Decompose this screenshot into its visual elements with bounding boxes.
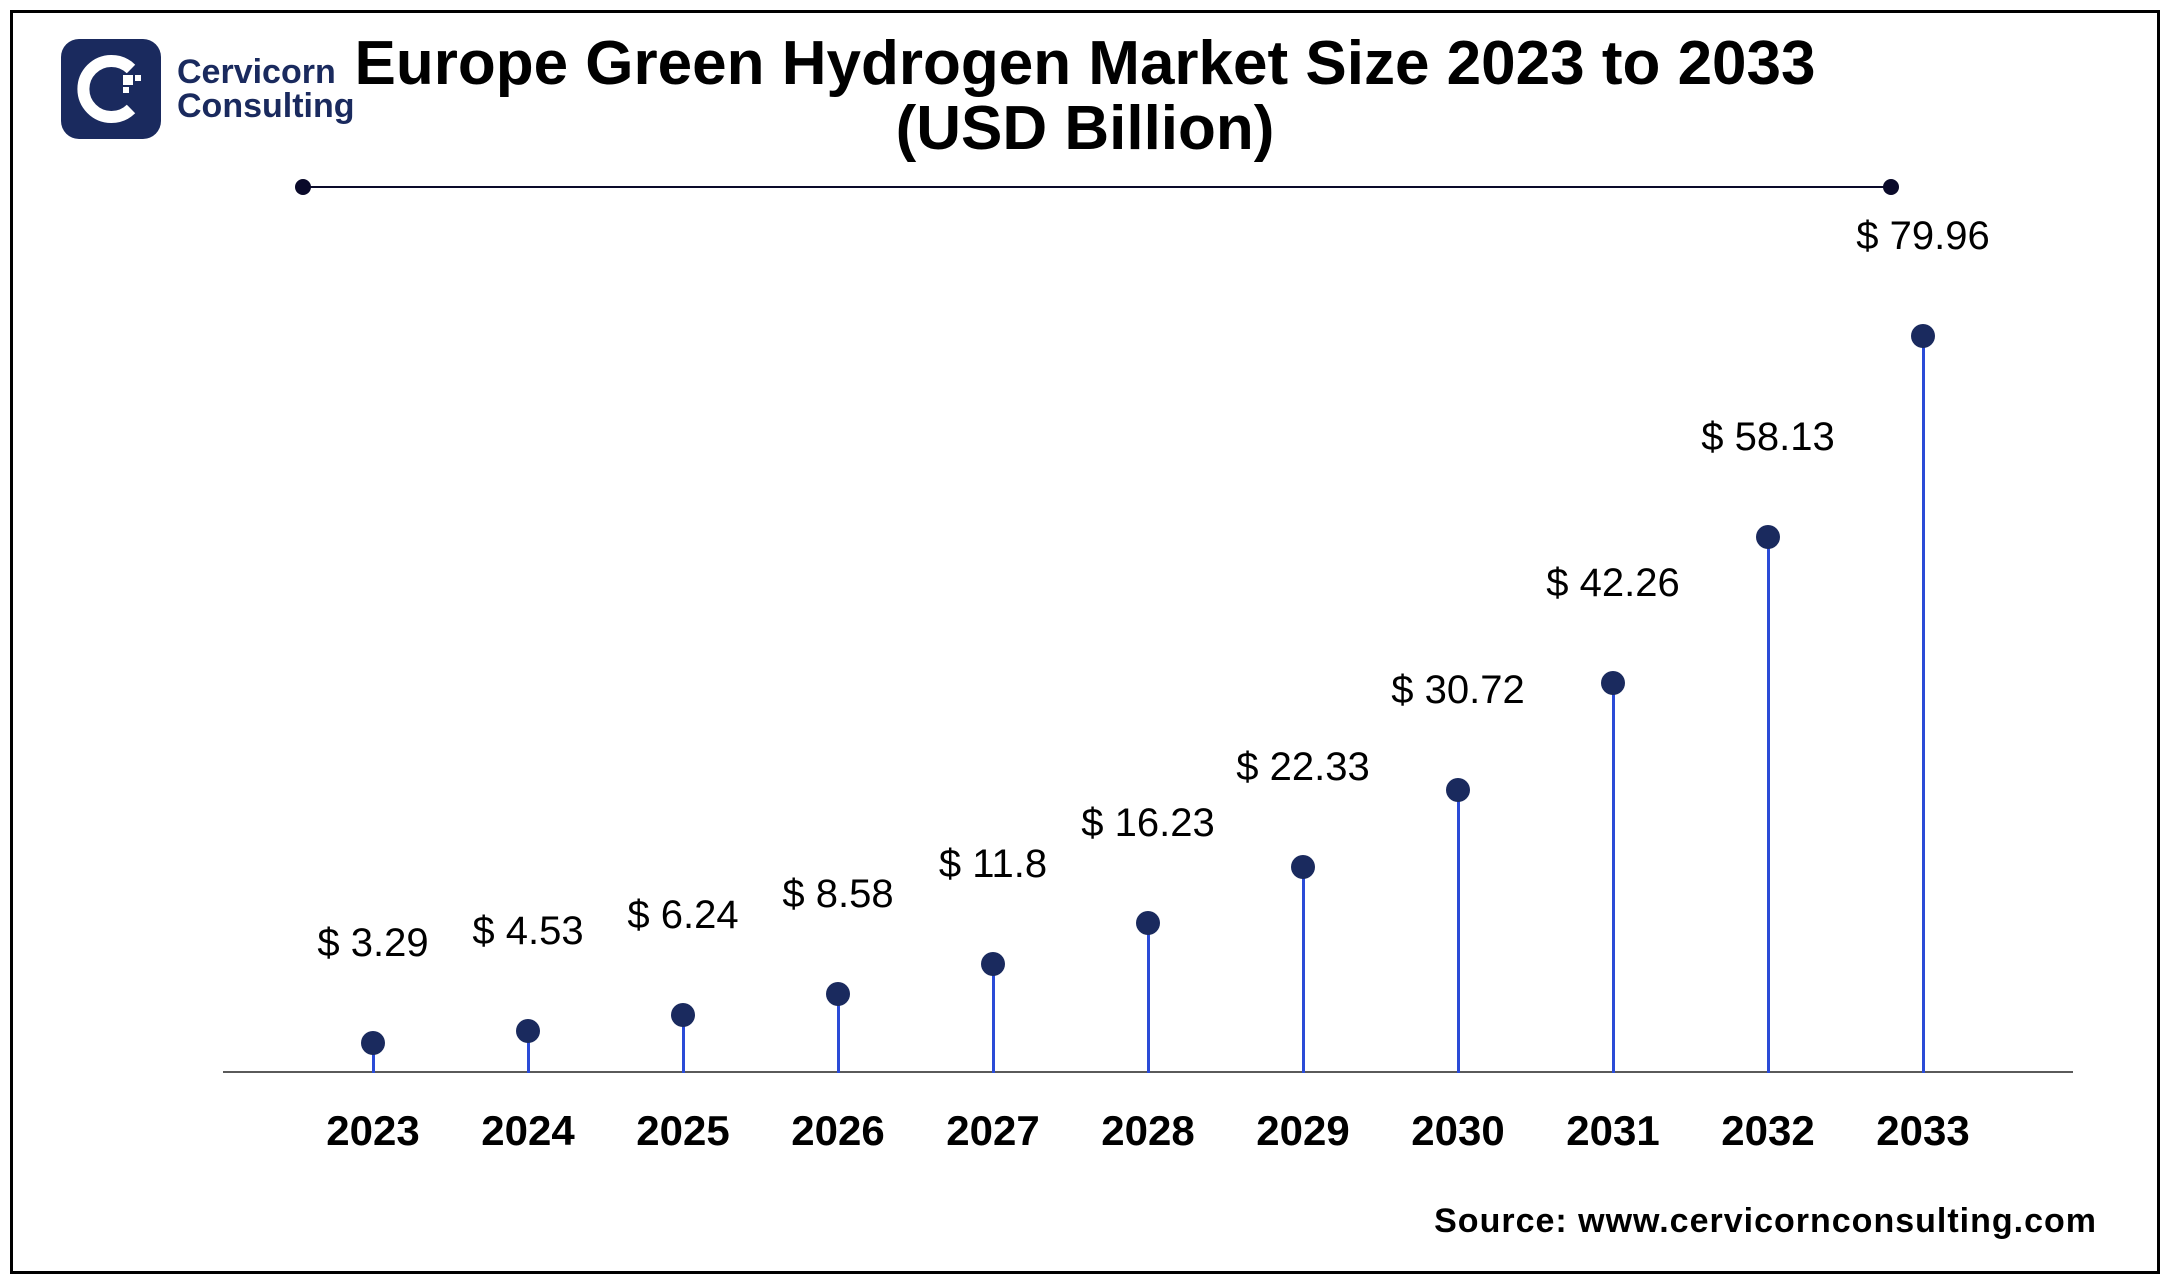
source-attribution: Source: www.cervicornconsulting.com [1434,1202,2097,1241]
lollipop-chart: $ 3.292023$ 4.532024$ 6.242025$ 8.582026… [223,243,2073,1073]
lollipop-dot [1291,855,1315,879]
value-label: $ 79.96 [1856,214,1989,259]
value-label: $ 6.24 [627,893,738,938]
lollipop-dot [671,1003,695,1027]
lollipop-stem [1457,790,1460,1073]
title-underline-dot-right [1883,179,1899,195]
lollipop-stem [1767,537,1770,1073]
x-axis-label: 2032 [1721,1107,1814,1155]
x-axis-label: 2026 [791,1107,884,1155]
chart-title-line2: (USD Billion) [13,96,2157,161]
value-label: $ 30.72 [1391,668,1524,713]
x-axis-label: 2024 [481,1107,574,1155]
title-underline-dot-left [295,179,311,195]
value-label: $ 16.23 [1081,801,1214,846]
x-axis-label: 2025 [636,1107,729,1155]
lollipop-dot [1446,778,1470,802]
lollipop-dot [826,982,850,1006]
value-label: $ 22.33 [1236,745,1369,790]
lollipop-stem [1302,867,1305,1073]
lollipop-dot [1136,911,1160,935]
lollipop-stem [1612,683,1615,1073]
value-label: $ 58.13 [1701,415,1834,460]
lollipop-dot [1911,324,1935,348]
x-axis-label: 2033 [1876,1107,1969,1155]
value-label: $ 4.53 [472,909,583,954]
x-axis-label: 2029 [1256,1107,1349,1155]
value-label: $ 3.29 [317,921,428,966]
x-axis-label: 2028 [1101,1107,1194,1155]
x-axis-label: 2031 [1566,1107,1659,1155]
chart-title: Europe Green Hydrogen Market Size 2023 t… [13,31,2157,161]
x-axis-label: 2023 [326,1107,419,1155]
value-label: $ 42.26 [1546,561,1679,606]
lollipop-dot [981,952,1005,976]
lollipop-dot [361,1031,385,1055]
x-axis-label: 2027 [946,1107,1039,1155]
title-underline [303,186,1891,188]
value-label: $ 11.8 [939,842,1047,887]
chart-frame: Cervicorn Consulting Europe Green Hydrog… [10,10,2160,1274]
lollipop-stem [1922,336,1925,1073]
lollipop-dot [1756,525,1780,549]
lollipop-dot [516,1019,540,1043]
lollipop-dot [1601,671,1625,695]
lollipop-stem [1147,923,1150,1073]
value-label: $ 8.58 [782,872,893,917]
chart-title-line1: Europe Green Hydrogen Market Size 2023 t… [13,31,2157,96]
lollipop-stem [992,964,995,1073]
x-axis-label: 2030 [1411,1107,1504,1155]
